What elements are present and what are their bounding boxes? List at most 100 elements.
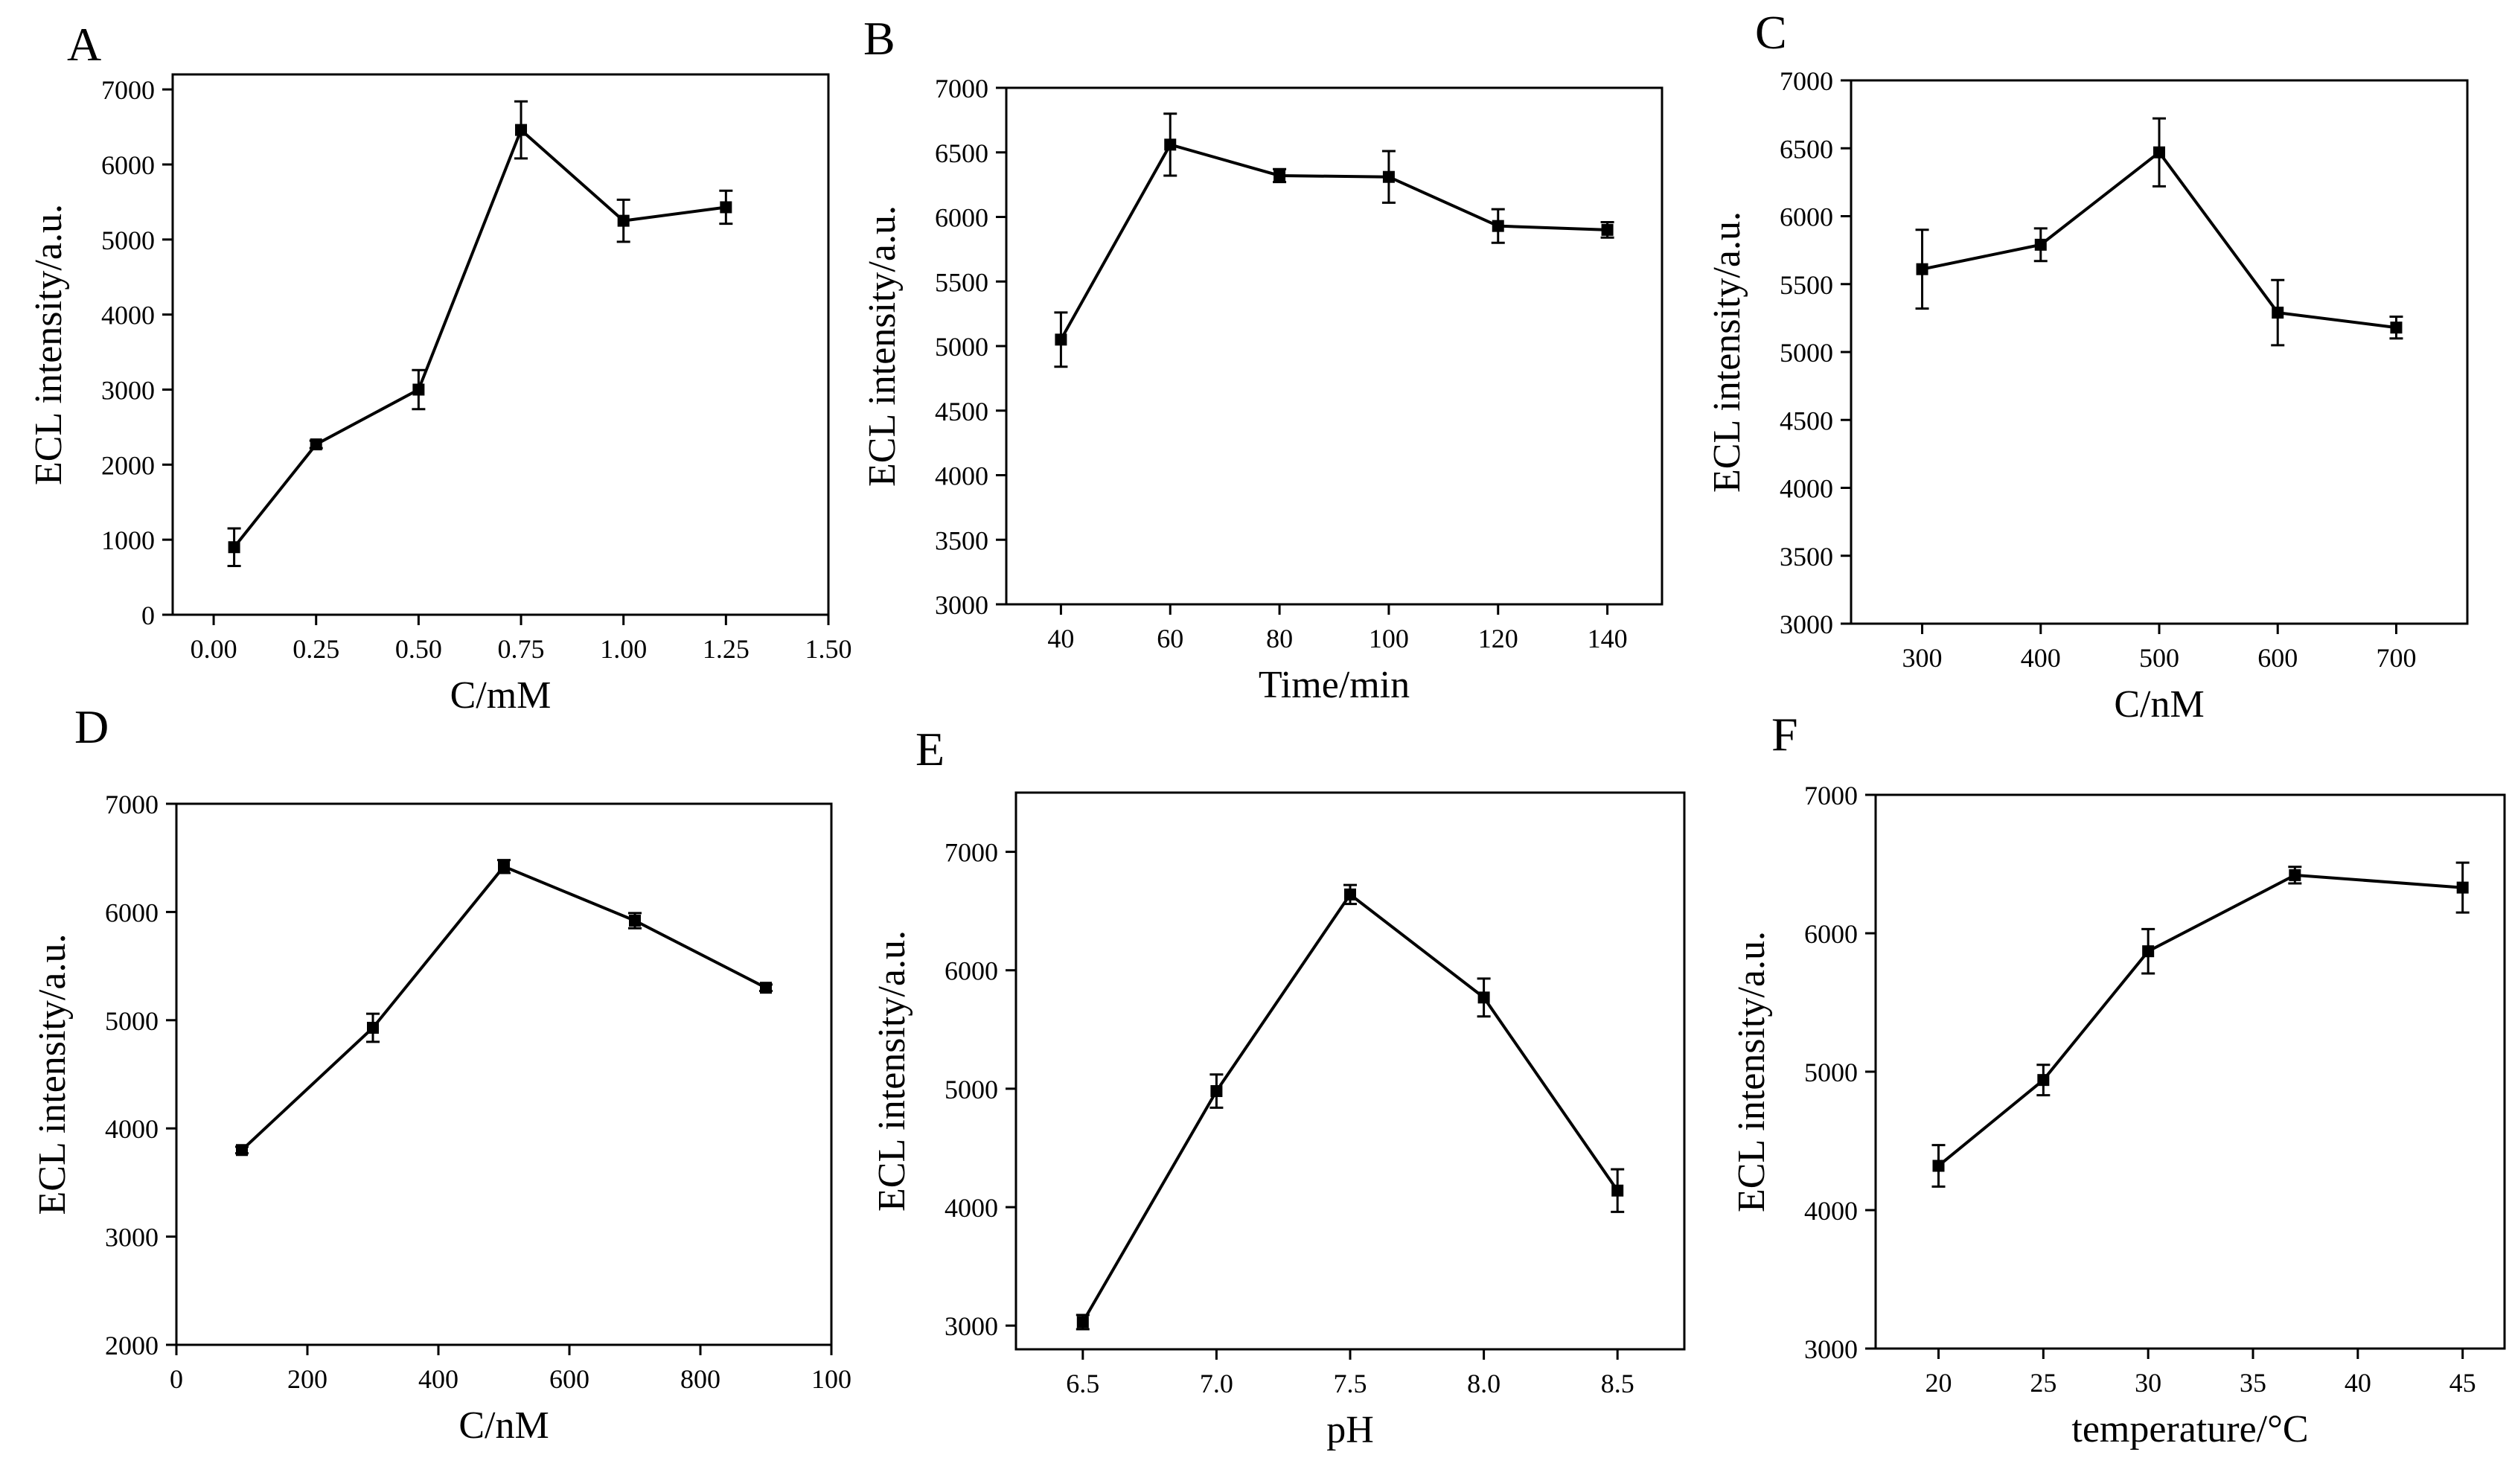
- x-tick-label-b: 120: [1478, 624, 1518, 653]
- x-tick-label-f: 20: [1925, 1368, 1952, 1398]
- x-tick-label-c: 500: [2139, 643, 2179, 673]
- y-tick-label-b: 7000: [935, 74, 988, 103]
- y-tick-label-c: 4500: [1780, 406, 1833, 435]
- data-point-d: [760, 982, 772, 994]
- plot-frame-a: [171, 73, 830, 616]
- y-tick-label-a: 1000: [101, 525, 155, 555]
- y-tick-label-e: 7000: [945, 838, 998, 868]
- data-point-c: [2153, 146, 2165, 159]
- y-tick-label-f: 3000: [1804, 1334, 1858, 1364]
- panel-a: 0.00 0.25 0.50 0.75 1.00 1.25 1.50 0 1000 2000 300…: [28, 73, 852, 717]
- y-tick-label-a: 0: [141, 601, 155, 630]
- x-tick-label-c: 700: [2376, 643, 2416, 673]
- y-tick-label-f: 5000: [1804, 1058, 1858, 1087]
- data-point-b: [1164, 138, 1177, 151]
- y-tick-label-c: 7000: [1780, 66, 1833, 96]
- panel-f: 20 25 30 35 40 45 3000 4000 5000 6000 7000 temperat…: [1730, 781, 2506, 1451]
- x-tick-label-e: 7.5: [1334, 1369, 1367, 1398]
- x-tick-label-a: 0.50: [395, 634, 442, 664]
- y-tick-label-c: 3000: [1780, 610, 1833, 639]
- y-tick-label-c: 5500: [1780, 270, 1833, 300]
- x-tick-label-a: 1.50: [805, 634, 852, 664]
- y-tick-label-b: 6500: [935, 138, 988, 168]
- x-tick-label-f: 40: [2345, 1368, 2371, 1398]
- data-point-e: [1477, 991, 1490, 1004]
- plot-frame-b: [1005, 86, 1664, 606]
- y-tick-label-b: 3500: [935, 525, 988, 555]
- data-point-a: [412, 383, 425, 396]
- x-tick-label-a: 1.00: [600, 634, 647, 664]
- data-point-d: [629, 915, 641, 927]
- data-point-e: [1611, 1184, 1624, 1197]
- plot-frame-d: [175, 802, 833, 1346]
- x-tick-label-b: 100: [1369, 624, 1409, 653]
- data-point-d: [367, 1021, 379, 1034]
- data-point-b: [1273, 169, 1286, 182]
- x-axis-title-e: pH: [1326, 1409, 1374, 1451]
- data-point-a: [515, 124, 528, 136]
- data-point-a: [228, 541, 240, 554]
- y-tick-label-b: 3000: [935, 590, 988, 620]
- panel-e: 6.5 7.0 7.5 8.0 8.5 3000 4000 5000 6000 7000 pH ECL…: [871, 791, 1686, 1451]
- y-tick-label-a: 6000: [101, 150, 155, 180]
- x-axis-title-f: temperature/°C: [2071, 1408, 2308, 1451]
- y-tick-label-d: 7000: [105, 790, 159, 819]
- data-point-c: [1916, 263, 1928, 275]
- x-tick-label-b: 140: [1588, 624, 1628, 653]
- data-point-d: [236, 1144, 248, 1157]
- data-point-b: [1492, 220, 1504, 232]
- panel-c: 300 400 500 600 700 3000 3500 4000 4500 5000 5500 6…: [1706, 66, 2469, 726]
- series-line-e: [1081, 892, 1619, 1323]
- series-line-a: [233, 127, 726, 548]
- x-axis-title-b: Time/min: [1259, 664, 1410, 706]
- y-tick-label-e: 4000: [945, 1193, 998, 1223]
- y-tick-label-a: 4000: [101, 301, 155, 330]
- data-point-f: [2289, 869, 2301, 881]
- y-tick-label-b: 6000: [935, 203, 988, 233]
- y-tick-label-f: 6000: [1804, 919, 1858, 949]
- x-tick-label-b: 60: [1157, 624, 1183, 653]
- panel-label-b: B: [863, 12, 895, 65]
- x-axis-title-d: C/nM: [458, 1404, 549, 1447]
- y-axis-title-d: ECL intensity/a.u.: [31, 934, 74, 1215]
- x-tick-label-e: 8.5: [1601, 1369, 1634, 1398]
- data-point-f: [2142, 945, 2155, 958]
- y-tick-label-d: 4000: [105, 1114, 159, 1144]
- x-tick-label-b: 40: [1047, 624, 1074, 653]
- y-tick-label-a: 2000: [101, 450, 155, 480]
- data-point-f: [1932, 1160, 1945, 1172]
- data-point-b: [1601, 223, 1614, 236]
- data-point-f: [2456, 881, 2469, 894]
- y-tick-label-a: 3000: [101, 376, 155, 406]
- data-point-c: [2390, 322, 2403, 334]
- x-tick-label-c: 600: [2257, 643, 2298, 673]
- panel-d: 0 200 400 600 800 100 2000 3000 4000 5000 6000 7000…: [31, 790, 851, 1447]
- series-line-f: [1937, 873, 2463, 1168]
- y-tick-label-e: 6000: [945, 956, 998, 986]
- y-tick-label-b: 5000: [935, 332, 988, 362]
- data-point-b: [1382, 170, 1395, 183]
- data-point-c: [2272, 307, 2284, 319]
- y-tick-label-f: 4000: [1804, 1196, 1858, 1226]
- x-tick-label-e: 7.0: [1200, 1369, 1233, 1398]
- y-tick-label-a: 5000: [101, 226, 155, 255]
- y-tick-label-f: 7000: [1804, 781, 1858, 810]
- y-tick-label-e: 3000: [945, 1311, 998, 1341]
- data-point-a: [617, 214, 630, 227]
- plot-frame-f: [1874, 793, 2506, 1350]
- panel-label-e: E: [915, 723, 945, 775]
- y-axis-title-f: ECL intensity/a.u.: [1730, 931, 1773, 1212]
- y-axis-title-e: ECL intensity/a.u.: [871, 930, 913, 1212]
- panel-label-d: D: [74, 700, 109, 753]
- x-tick-label-e: 6.5: [1066, 1369, 1099, 1398]
- data-point-f: [2037, 1074, 2050, 1087]
- x-tick-label-d: 800: [680, 1364, 720, 1394]
- x-tick-label-d: 100: [811, 1364, 851, 1394]
- x-tick-label-f: 25: [2030, 1368, 2056, 1398]
- y-tick-label-a: 7000: [101, 75, 155, 105]
- x-tick-label-c: 300: [1902, 643, 1943, 673]
- x-tick-label-e: 8.0: [1467, 1369, 1501, 1398]
- panel-label-a: A: [67, 18, 102, 71]
- x-tick-label-a: 1.25: [703, 634, 750, 664]
